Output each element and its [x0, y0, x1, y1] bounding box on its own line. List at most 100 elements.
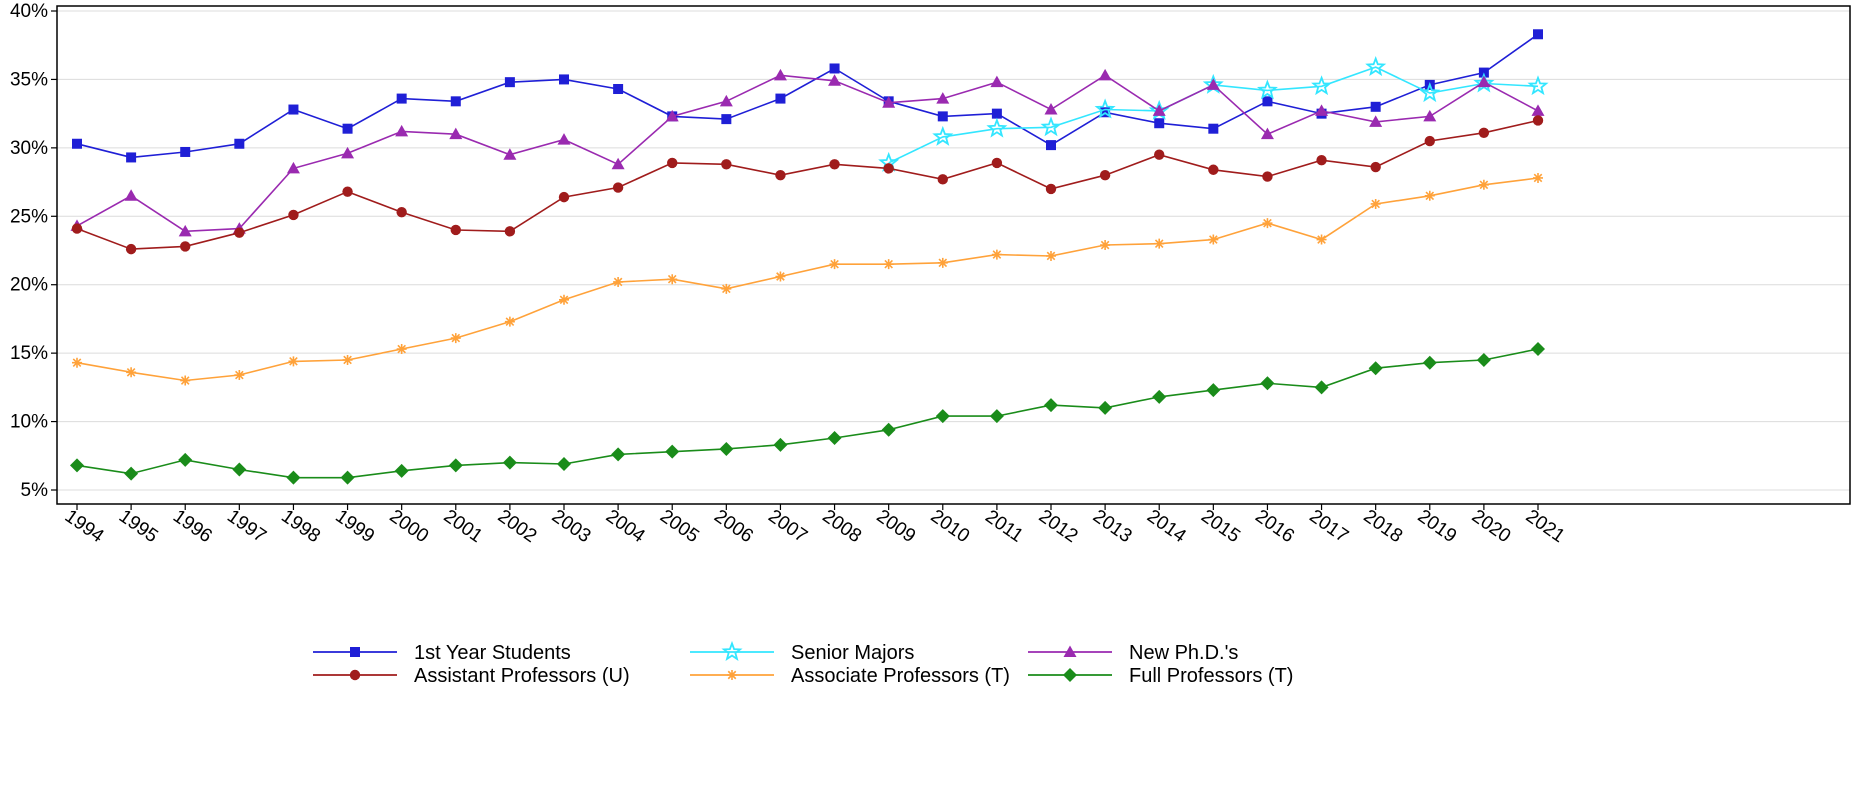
data-point — [1152, 389, 1167, 404]
data-point — [991, 249, 1002, 260]
data-point — [1206, 78, 1220, 90]
series-1st-year-students — [72, 29, 1543, 163]
data-point — [611, 447, 626, 462]
data-point — [396, 93, 407, 104]
data-point — [1476, 352, 1491, 367]
data-point — [613, 84, 624, 95]
data-point — [1370, 101, 1381, 112]
data-point — [773, 68, 787, 81]
x-tick-label: 2013 — [1089, 506, 1136, 547]
data-point — [234, 138, 245, 149]
legend-marker — [1063, 668, 1077, 682]
x-tick-label: 1994 — [61, 506, 108, 548]
series-full-professors-t — [70, 342, 1545, 485]
data-point — [1046, 140, 1056, 151]
data-point — [1315, 104, 1329, 116]
data-point — [1533, 29, 1543, 40]
data-point — [1260, 127, 1274, 140]
data-point — [936, 92, 950, 104]
legend-item: Associate Professors (T) — [690, 665, 1010, 687]
legend-item: Assistant Professors (U) — [313, 665, 630, 687]
data-point — [396, 344, 407, 355]
legend-item: Senior Majors — [690, 640, 914, 664]
data-point — [396, 206, 407, 218]
data-point — [721, 159, 732, 170]
data-point — [883, 163, 894, 174]
data-point — [341, 146, 355, 159]
legend-item: Full Professors (T) — [1028, 665, 1293, 687]
data-point — [721, 283, 732, 294]
data-point — [1044, 398, 1058, 413]
data-point — [1368, 361, 1383, 376]
y-tick-label: 15% — [10, 343, 48, 364]
data-point — [180, 375, 191, 386]
data-point — [395, 124, 409, 137]
data-point — [937, 174, 948, 185]
x-tick-label: 1995 — [115, 506, 162, 547]
data-point — [1206, 383, 1221, 398]
x-tick-label: 2016 — [1251, 506, 1298, 547]
data-point — [503, 148, 517, 160]
x-tick-label: 2014 — [1143, 506, 1190, 548]
data-point — [288, 104, 299, 115]
data-point — [1208, 234, 1219, 245]
gridlines — [57, 10, 1850, 491]
data-point — [990, 75, 1004, 88]
data-point — [828, 74, 842, 86]
y-tick-label: 25% — [10, 206, 48, 227]
data-point — [340, 470, 355, 485]
x-tick-label: 2020 — [1468, 506, 1515, 547]
data-point — [1044, 103, 1058, 115]
data-point — [449, 127, 463, 140]
data-point — [1154, 238, 1165, 249]
x-tick-label: 1998 — [277, 506, 324, 547]
data-point — [932, 125, 954, 146]
data-point — [1531, 104, 1545, 116]
x-tick-label: 2019 — [1414, 506, 1461, 547]
legend-label: New Ph.D.'s — [1129, 642, 1238, 664]
data-point — [1424, 135, 1435, 147]
series-line — [76, 33, 1539, 159]
x-tick-label: 2002 — [494, 506, 541, 547]
y-tick-label: 5% — [21, 480, 49, 501]
data-point — [71, 223, 83, 234]
data-point — [1098, 68, 1112, 81]
data-point — [1477, 75, 1491, 88]
legend-label: Full Professors (T) — [1129, 665, 1293, 687]
x-tick-label: 2000 — [385, 506, 432, 547]
data-point — [775, 271, 786, 282]
data-point — [937, 111, 948, 122]
x-tick-label: 2007 — [764, 506, 811, 547]
data-point — [342, 123, 353, 134]
series-group — [70, 29, 1549, 485]
data-point — [667, 274, 678, 285]
y-tick-label: 35% — [10, 69, 48, 90]
data-point — [126, 152, 137, 163]
series-line — [76, 348, 1539, 479]
data-point — [1262, 96, 1273, 107]
data-point — [557, 133, 571, 145]
data-point — [721, 114, 732, 125]
data-point — [559, 74, 569, 85]
legend-marker — [1063, 645, 1077, 657]
data-point — [1365, 56, 1387, 77]
data-point — [450, 96, 461, 107]
data-point — [883, 259, 894, 270]
data-point — [1314, 380, 1329, 395]
data-point — [1154, 149, 1165, 160]
x-tick-label: 2018 — [1359, 506, 1406, 547]
legend: 1st Year Students Senior Majors New Ph.D.'… — [313, 640, 1293, 687]
data-point — [667, 157, 678, 169]
legend-label: Assistant Professors (U) — [414, 665, 630, 687]
data-point — [234, 370, 245, 381]
data-point — [1208, 164, 1219, 175]
data-point — [1100, 240, 1111, 251]
data-point — [1527, 75, 1549, 96]
data-point — [1262, 171, 1273, 182]
data-point — [342, 186, 353, 197]
data-point — [1311, 75, 1333, 96]
legend-item: 1st Year Students — [313, 642, 571, 664]
series-new-ph-d-s — [70, 68, 1545, 237]
data-point — [1260, 376, 1275, 391]
data-point — [1152, 104, 1166, 116]
